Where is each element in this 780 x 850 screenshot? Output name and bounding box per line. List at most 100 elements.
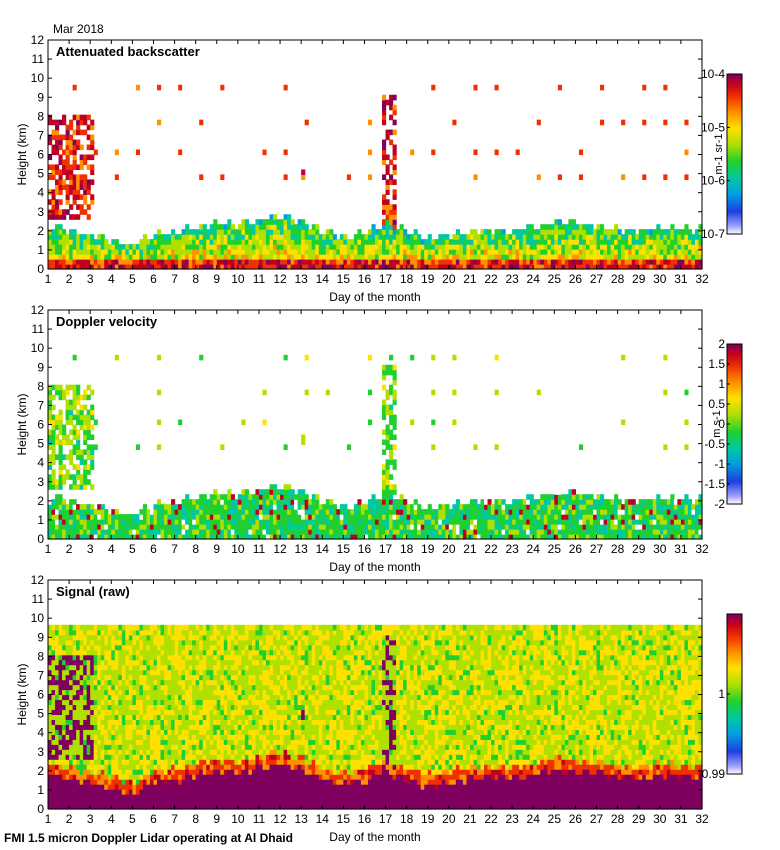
heatmap-cell-2-935: [135, 754, 141, 760]
heatmap-cell-0-1728: [684, 264, 689, 270]
heatmap-cell-0-807: [315, 254, 320, 260]
heatmap-cell-0-427: [174, 239, 179, 245]
heatmap-cell-0-1299: [512, 244, 517, 250]
heatmap-cell-1-1310: [505, 509, 510, 515]
heatmap-cell-1-841: [325, 529, 330, 535]
heatmap-cell-0-1436: [564, 239, 569, 245]
heatmap-cell-0-636: [255, 229, 260, 235]
heatmap-cell-1-694: [273, 529, 278, 535]
heatmap-cell-1-1691: [663, 529, 668, 535]
heatmap-cell-0-1465: [575, 239, 580, 245]
heatmap-cell-2-765: [118, 679, 123, 686]
heatmap-cell-2-323: [76, 669, 81, 676]
heatmap-cell-1-755: [290, 499, 295, 505]
heatmap-cell-0-270: [90, 134, 95, 141]
heatmap-cell-1-1710: [670, 529, 675, 535]
heatmap-cell-2-248: [69, 674, 74, 681]
heatmap-cell-1-1181: [448, 519, 453, 525]
heatmap-cell-1-1201: [455, 499, 460, 505]
heatmap-cell-1-394: [157, 534, 162, 540]
heatmap-cell-0-1562: [614, 249, 619, 255]
heatmap-cell-1-473: [188, 504, 193, 510]
heatmap-cell-1-1601: [621, 354, 626, 361]
heatmap-cell-1-1361: [529, 529, 534, 535]
heatmap-cell-0-544: [220, 174, 225, 180]
heatmap-cell-0-952: [382, 249, 387, 255]
heatmap-cell-1-867: [336, 519, 341, 525]
heatmap-cell-1-1635: [638, 524, 643, 530]
heatmap-cell-2-364: [79, 649, 84, 656]
y-tick-label-1-12: 12: [31, 303, 45, 317]
heatmap-cell-2-981: [139, 709, 144, 716]
heatmap-cell-0-1238: [484, 234, 489, 240]
heatmap-cell-2-536: [97, 714, 102, 720]
heatmap-cell-0-663: [266, 249, 271, 255]
heatmap-cell-0-162: [72, 199, 77, 205]
heatmap-cell-1-1586: [617, 529, 622, 535]
heatmap-cell-2-385: [83, 729, 88, 735]
heatmap-cell-0-1661: [656, 254, 661, 260]
heatmap-cell-1-1296: [498, 499, 503, 505]
heatmap-cell-1-890: [346, 444, 351, 450]
heatmap-cell-2-77: [55, 789, 60, 795]
heatmap-cell-0-369: [146, 239, 151, 245]
heatmap-cell-0-292: [100, 239, 105, 245]
heatmap-cell-0-1467: [575, 229, 580, 235]
heatmap-cell-2-176: [62, 664, 67, 671]
heatmap-cell-0-485: [199, 234, 204, 240]
heatmap-cell-0-1106: [420, 239, 425, 245]
heatmap-cell-2-960: [135, 629, 141, 636]
heatmap-cell-1-381: [149, 534, 155, 540]
heatmap-cell-2-559: [100, 784, 105, 790]
heatmap-cell-0-1341: [529, 244, 534, 250]
heatmap-cell-0-907: [364, 259, 369, 265]
heatmap-cell-0-878: [350, 264, 355, 270]
heatmap-cell-0-1163: [452, 254, 457, 260]
heatmap-cell-2-80: [55, 774, 60, 780]
heatmap-cell-0-738: [290, 259, 295, 265]
heatmap-cell-1-1328: [515, 529, 520, 535]
heatmap-cell-0-1715: [677, 249, 682, 255]
heatmap-cell-2-307: [76, 749, 81, 755]
heatmap-cell-1-990: [385, 524, 390, 530]
heatmap-cell-1-595: [237, 519, 242, 525]
heatmap-cell-1-1280: [494, 524, 499, 530]
heatmap-cell-2-129: [58, 714, 63, 720]
heatmap-cell-1-1720: [673, 524, 678, 530]
heatmap-cell-2-766: [118, 674, 123, 681]
heatmap-cell-0-100: [62, 179, 67, 185]
heatmap-cell-1-1716: [670, 499, 675, 505]
heatmap-cell-0-21: [51, 254, 56, 260]
heatmap-cell-1-1319: [512, 534, 517, 540]
heatmap-cell-1-482: [192, 499, 197, 505]
heatmap-cell-2-207: [65, 694, 70, 701]
heatmap-cell-0-1657: [652, 234, 657, 240]
heatmap-cell-2-386: [83, 724, 88, 730]
heatmap-cell-2-193: [65, 764, 70, 770]
heatmap-cell-0-1140: [438, 234, 443, 240]
heatmap-cell-1-138: [69, 514, 74, 520]
heatmap-cell-0-431: [178, 254, 183, 260]
heatmap-cell-0-279: [93, 149, 98, 156]
heatmap-cell-2-166: [62, 714, 67, 720]
heatmap-cell-0-1090: [413, 244, 418, 250]
heatmap-cell-2-555: [100, 804, 105, 810]
heatmap-cell-1-1075: [399, 529, 404, 535]
heatmap-cell-1-760: [294, 524, 299, 530]
heatmap-cell-0-1511: [593, 244, 598, 250]
heatmap-cell-2-155: [62, 769, 67, 775]
heatmap-cell-2-711: [114, 764, 119, 770]
heatmap-cell-2-740: [118, 804, 123, 810]
heatmap-cell-2-32: [48, 644, 53, 651]
heatmap-cell-0-631: [255, 254, 260, 260]
heatmap-cell-0-1037: [392, 164, 397, 171]
heatmap-cell-2-1060: [146, 684, 151, 691]
heatmap-cell-0-558: [227, 249, 232, 255]
heatmap-cell-0-1357: [536, 249, 541, 255]
heatmap-cell-0-1650: [649, 229, 654, 235]
heatmap-cell-0-1673: [659, 239, 664, 245]
heatmap-cell-2-630: [107, 799, 112, 805]
heatmap-cell-0-307: [111, 254, 116, 260]
heatmap-cell-1-1192: [452, 389, 457, 396]
heatmap-cell-2-1088: [149, 729, 155, 735]
